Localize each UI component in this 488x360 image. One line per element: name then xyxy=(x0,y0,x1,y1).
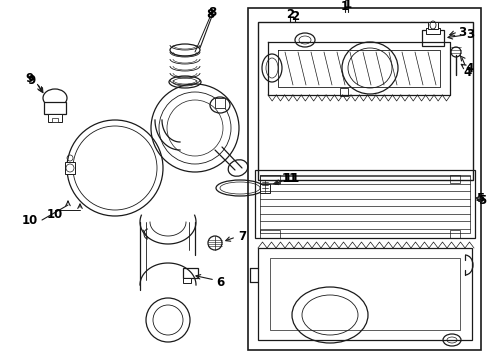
Text: 1: 1 xyxy=(340,0,348,13)
Text: 3: 3 xyxy=(457,26,465,39)
Bar xyxy=(183,268,198,278)
Text: 10: 10 xyxy=(22,213,38,226)
Bar xyxy=(260,175,469,233)
Text: 11: 11 xyxy=(284,171,300,184)
Bar xyxy=(449,175,459,183)
Text: 4: 4 xyxy=(465,62,473,75)
Bar xyxy=(247,8,480,350)
Bar xyxy=(425,28,439,34)
Bar xyxy=(44,102,66,114)
Bar xyxy=(215,98,224,108)
Bar xyxy=(260,184,269,193)
Text: 7: 7 xyxy=(238,230,245,243)
Bar xyxy=(269,258,459,330)
Bar xyxy=(183,278,191,283)
Text: 11: 11 xyxy=(281,171,298,184)
Bar xyxy=(339,88,347,96)
Bar xyxy=(52,118,58,122)
Bar xyxy=(254,170,474,238)
Text: 5: 5 xyxy=(475,192,483,204)
Text: 8: 8 xyxy=(205,8,214,21)
Bar xyxy=(449,230,459,238)
Bar xyxy=(48,114,62,122)
Bar xyxy=(258,248,471,340)
Text: 8: 8 xyxy=(207,6,216,19)
Bar xyxy=(65,162,75,174)
Bar xyxy=(260,230,280,238)
Bar xyxy=(427,22,437,29)
Bar xyxy=(260,175,280,183)
Text: 2: 2 xyxy=(290,9,299,22)
Text: 1: 1 xyxy=(343,0,351,12)
Text: 6: 6 xyxy=(215,275,224,288)
Text: 10: 10 xyxy=(47,208,63,221)
Bar xyxy=(258,22,472,180)
Text: 3: 3 xyxy=(465,28,473,41)
Text: 9: 9 xyxy=(28,73,36,86)
Text: 4: 4 xyxy=(463,66,471,78)
Text: 5: 5 xyxy=(477,194,485,207)
Text: 2: 2 xyxy=(285,8,293,21)
Bar xyxy=(421,30,443,46)
Text: 9: 9 xyxy=(26,72,34,85)
